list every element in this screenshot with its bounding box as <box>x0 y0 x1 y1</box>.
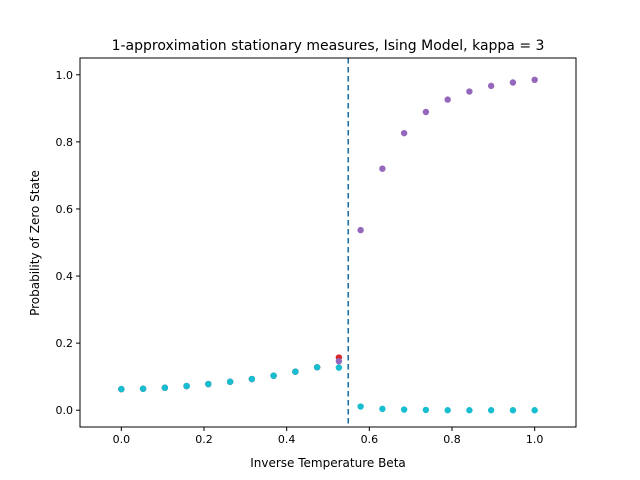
data-point <box>379 165 386 172</box>
data-point <box>270 372 277 379</box>
data-point <box>183 382 190 390</box>
x-tick-label: 0.0 <box>113 433 131 446</box>
x-tick-label: 0.8 <box>443 433 461 446</box>
x-tick-label: 0.2 <box>195 433 213 446</box>
x-axis-label: Inverse Temperature Beta <box>250 456 406 470</box>
data-point <box>487 82 495 90</box>
data-point <box>161 384 169 391</box>
data-point <box>487 407 495 414</box>
data-point <box>205 380 212 388</box>
data-point <box>444 407 451 414</box>
data-point <box>531 76 538 84</box>
data-point <box>292 368 299 375</box>
y-tick-label: 0.0 <box>56 404 74 417</box>
x-tick-label: 1.0 <box>526 433 544 446</box>
y-tick-label: 0.4 <box>56 270 74 283</box>
data-point <box>357 226 364 234</box>
y-tick-label: 0.8 <box>56 136 74 149</box>
data-point <box>400 406 408 413</box>
y-tick-label: 0.2 <box>56 337 74 350</box>
data-point <box>466 407 473 414</box>
chart-title: 1-approximation stationary measures, Isi… <box>112 38 545 54</box>
data-point <box>313 364 321 371</box>
data-point <box>422 406 430 414</box>
axes-frame <box>79 57 577 428</box>
y-tick-label: 1.0 <box>56 69 74 82</box>
data-point <box>335 358 343 365</box>
data-point <box>226 378 234 385</box>
data-point <box>248 375 256 383</box>
data-point <box>335 364 343 371</box>
data-point <box>444 96 451 103</box>
y-tick-label: 0.6 <box>56 203 74 216</box>
data-point <box>509 79 517 86</box>
data-point <box>531 407 538 414</box>
data-point <box>466 88 473 95</box>
data-point <box>422 108 430 116</box>
y-axis-label: Probability of Zero State <box>28 170 42 316</box>
x-tick-label: 0.6 <box>361 433 379 446</box>
data-point <box>118 385 125 393</box>
data-point <box>379 405 386 413</box>
data-point <box>139 385 147 392</box>
data-point <box>357 403 364 410</box>
plot-area: 0.0 0.2 0.4 0.6 0.8 1.0 0.0 0.2 0.4 0.6 0.8 1.0 <box>56 57 577 446</box>
data-point <box>400 129 408 137</box>
x-tick-label: 0.4 <box>278 433 296 446</box>
data-point <box>509 407 517 414</box>
